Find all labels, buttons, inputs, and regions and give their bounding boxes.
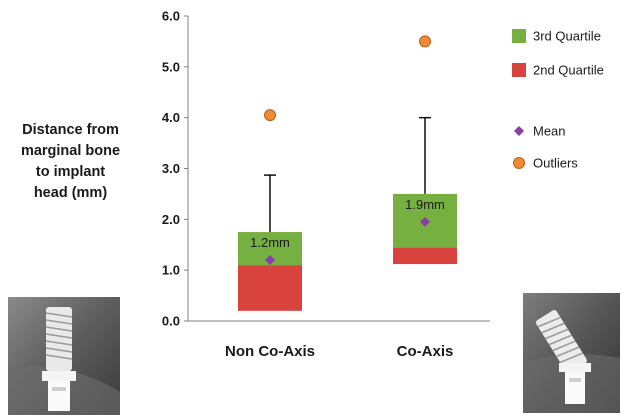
mean-marker	[420, 216, 430, 227]
y-tick-label: 3.0	[162, 161, 180, 176]
y-tick-label: 6.0	[162, 9, 180, 24]
legend-label: 2nd Quartile	[533, 63, 604, 78]
legend-label: Mean	[533, 124, 566, 139]
legend-item-2nd-quartile: 2nd Quartile	[512, 63, 604, 78]
y-tick-label: 0.0	[162, 314, 180, 329]
y-tick-label: 2.0	[162, 212, 180, 227]
legend-item-mean: Mean	[514, 124, 566, 139]
box-co-axis: 1.9mm Co-Axis	[393, 35, 457, 360]
legend-item-3rd-quartile: 3rd Quartile	[512, 29, 601, 44]
xray-image-non-co-axis	[8, 297, 120, 415]
outlier-point	[264, 109, 276, 122]
mean-data-label: 1.2mm	[250, 235, 290, 250]
legend-swatch	[513, 157, 525, 169]
legend-label: 3rd Quartile	[533, 29, 601, 44]
second-quartile-box	[238, 265, 302, 311]
y-tick-label: 5.0	[162, 59, 180, 74]
x-category-label: Non Co-Axis	[225, 343, 315, 360]
legend-swatch	[512, 29, 526, 43]
xray-non-co-axis-graphic	[8, 297, 120, 415]
xray-co-axis-graphic	[523, 293, 620, 413]
y-tick-label: 4.0	[162, 110, 180, 125]
y-axis-label: Distance from marginal bone to implant h…	[20, 122, 121, 201]
box-non-co-axis: 1.2mm Non Co-Axis	[225, 109, 315, 360]
second-quartile-box	[393, 247, 457, 265]
legend-item-outliers: Outliers	[513, 156, 578, 171]
mean-marker	[265, 255, 275, 265]
mean-data-label: 1.9mm	[405, 197, 445, 212]
x-category-label: Co-Axis	[397, 343, 454, 360]
legend-label: Outliers	[533, 156, 578, 171]
legend-swatch	[514, 126, 524, 136]
xray-image-co-axis	[523, 293, 620, 413]
y-tick-label: 1.0	[162, 263, 180, 278]
legend-swatch	[512, 63, 526, 77]
outlier-point	[419, 35, 431, 48]
